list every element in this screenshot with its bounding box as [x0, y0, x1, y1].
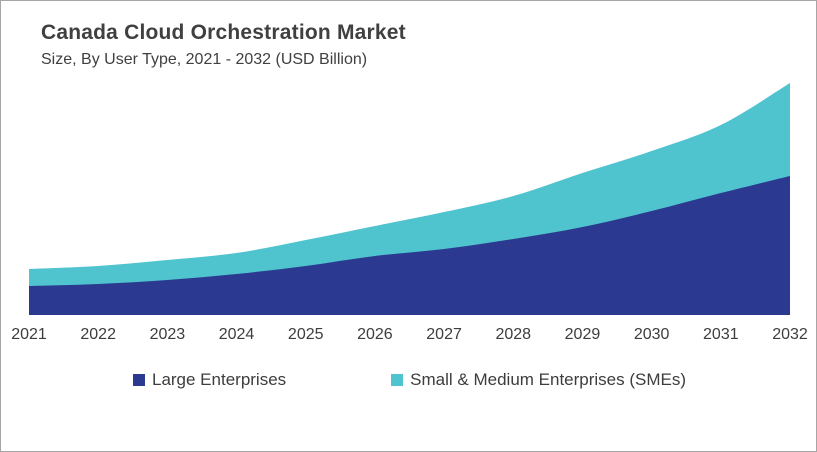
legend-item-smes: Small & Medium Enterprises (SMEs)	[391, 370, 686, 390]
area-series-large-enterprises	[29, 176, 790, 315]
x-axis-label: 2021	[11, 326, 47, 343]
x-axis-label: 2022	[80, 326, 116, 343]
x-axis-label: 2027	[426, 326, 462, 343]
x-axis-label: 2024	[218, 326, 255, 343]
chart-legend: Large Enterprises Small & Medium Enterpr…	[1, 370, 816, 390]
legend-swatch-large-enterprises-icon	[132, 374, 145, 386]
legend-swatch-smes-icon	[391, 374, 404, 386]
chart-header: Canada Cloud Orchestration Market Size, …	[41, 20, 406, 70]
x-axis-label: 2023	[149, 326, 186, 343]
x-axis-label: 2030	[633, 326, 670, 343]
x-axis-label: 2025	[287, 326, 324, 343]
x-axis-labels: 2021 2022 2023 2024 2025 2026 2027 2028 2029 2030…	[1, 326, 816, 346]
x-axis-label: 2028	[495, 326, 532, 343]
legend-label-smes: Small & Medium Enterprises (SMEs)	[410, 370, 687, 389]
x-axis-label: 2031	[703, 326, 739, 343]
page-subtitle: Size, By User Type, 2021 - 2032 (USD Bil…	[41, 51, 368, 68]
x-axis-label: 2032	[772, 326, 808, 343]
x-axis-label: 2026	[357, 326, 393, 343]
legend-item-large-enterprises: Large Enterprises	[132, 370, 287, 390]
legend-label-large-enterprises: Large Enterprises	[151, 370, 287, 389]
page-title: Canada Cloud Orchestration Market	[41, 21, 406, 44]
x-axis-label: 2029	[564, 326, 601, 343]
